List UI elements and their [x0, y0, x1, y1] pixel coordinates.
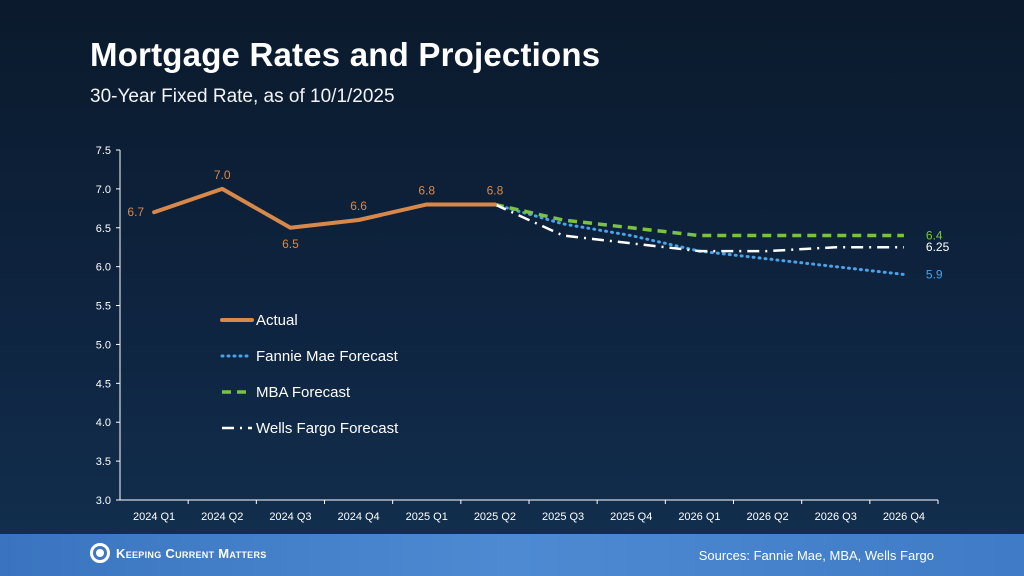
footer-bar: Keeping Current Matters Sources: Fannie …	[0, 534, 1024, 576]
logo-icon	[90, 543, 110, 563]
legend-label: Actual	[256, 312, 298, 329]
y-tick-label: 4.0	[96, 417, 111, 429]
end-label-fannie-mae-forecast: 5.9	[926, 267, 943, 281]
data-label-actual: 7.0	[214, 168, 231, 182]
series-line-wells-fargo-forecast	[494, 203, 904, 253]
y-tick-label: 7.0	[96, 184, 111, 196]
data-label-actual: 6.5	[282, 237, 299, 251]
legend-label: MBA Forecast	[256, 384, 351, 401]
legend-label: Wells Fargo Forecast	[256, 420, 399, 437]
x-tick-label: 2024 Q4	[337, 511, 379, 523]
x-tick-label: 2024 Q3	[269, 511, 311, 523]
x-tick-label: 2025 Q1	[406, 511, 448, 523]
brand-logo: Keeping Current Matters	[90, 543, 267, 563]
data-label-actual: 6.8	[487, 183, 504, 197]
chart-title: Mortgage Rates and Projections	[90, 36, 601, 73]
x-tick-label: 2026 Q3	[815, 511, 857, 523]
x-tick-label: 2024 Q2	[201, 511, 243, 523]
y-tick-label: 5.0	[96, 339, 111, 351]
x-tick-label: 2025 Q2	[474, 511, 516, 523]
y-tick-label: 6.0	[96, 262, 111, 274]
x-tick-label: 2026 Q2	[746, 511, 788, 523]
y-tick-label: 3.5	[96, 456, 111, 468]
x-tick-label: 2025 Q3	[542, 511, 584, 523]
series-line-fannie-mae-forecast	[493, 202, 906, 276]
y-tick-label: 5.5	[96, 301, 111, 313]
y-tick-label: 4.5	[96, 378, 111, 390]
sources-note: Sources: Fannie Mae, MBA, Wells Fargo	[698, 548, 934, 563]
x-tick-label: 2024 Q1	[133, 511, 175, 523]
series-line-mba-forecast	[494, 202, 904, 238]
chart-subtitle: 30-Year Fixed Rate, as of 10/1/2025	[90, 86, 395, 107]
logo-text: Keeping Current Matters	[116, 545, 267, 561]
series-line-actual	[152, 186, 497, 230]
line-chart: 3.0 3.5 4.0 4.5 5.0 5.5 6.0 6.5 7.0 7.5 2024 Q1 202…	[96, 145, 950, 523]
y-tick-label: 6.5	[96, 223, 111, 235]
legend-label: Fannie Mae Forecast	[256, 348, 399, 365]
data-label-actual: 6.6	[350, 199, 367, 213]
data-label-actual: 6.8	[418, 183, 435, 197]
x-tick-label: 2026 Q4	[883, 511, 925, 523]
y-tick-label: 7.5	[96, 145, 111, 157]
data-label-actual: 6.7	[127, 205, 144, 219]
x-tick-label: 2025 Q4	[610, 511, 652, 523]
end-label-mba-forecast: 6.4	[926, 229, 943, 243]
y-tick-label: 3.0	[96, 495, 111, 507]
end-label-wells-fargo-forecast: 6.25	[926, 240, 950, 254]
x-tick-label: 2026 Q1	[678, 511, 720, 523]
